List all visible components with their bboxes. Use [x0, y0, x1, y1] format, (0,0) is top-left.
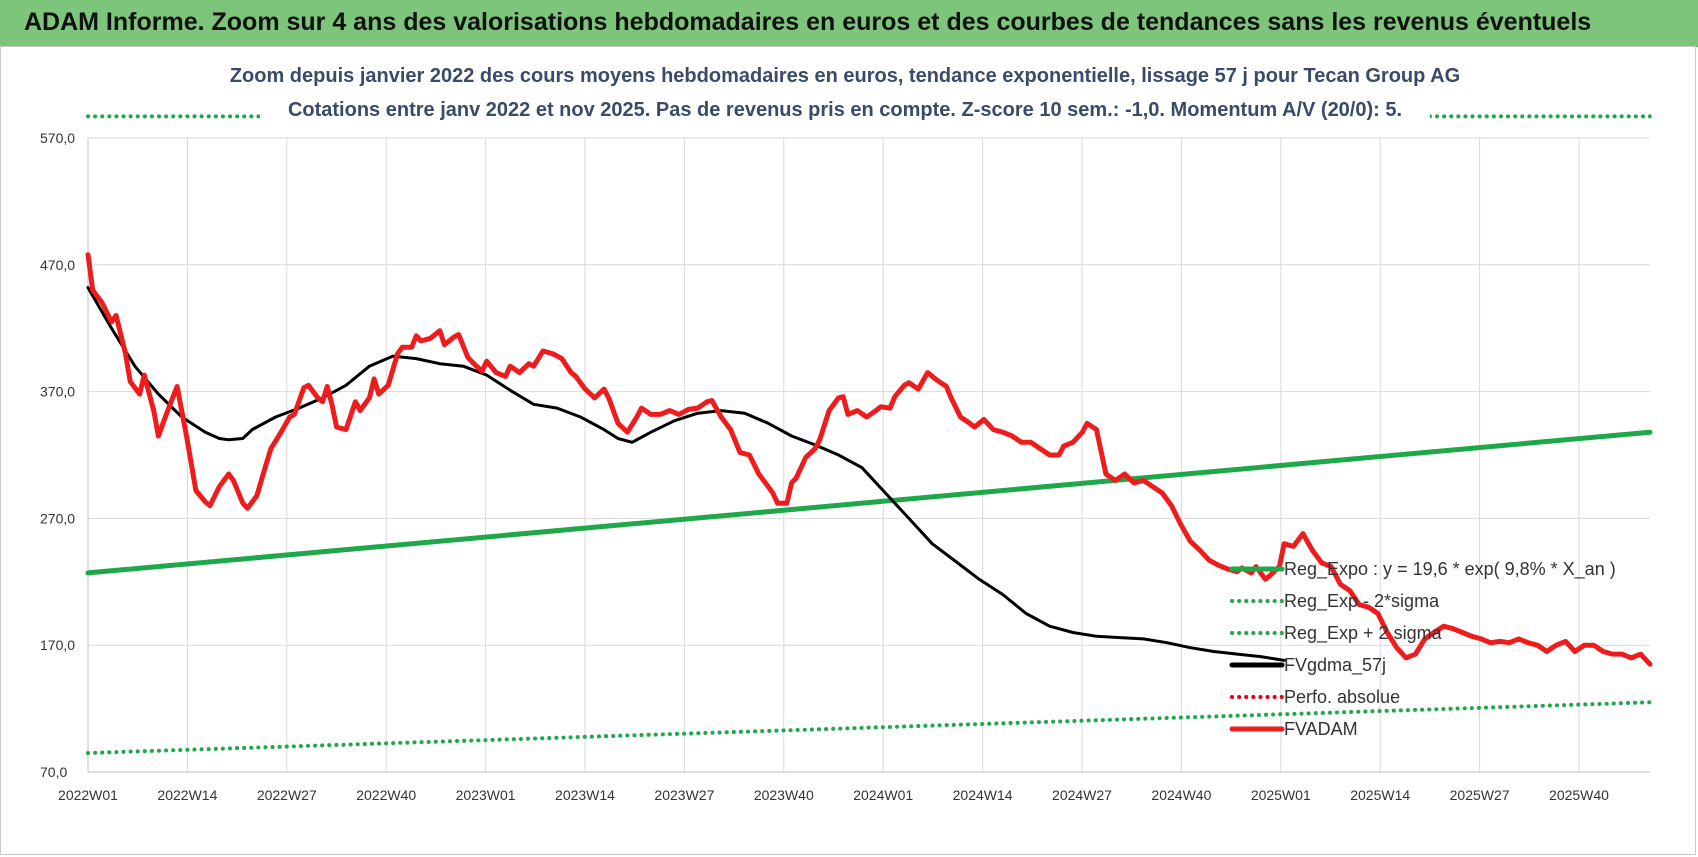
y-tick-label: 470,0 — [40, 257, 75, 273]
x-tick-label: 2022W01 — [58, 787, 118, 803]
series-line — [86, 286, 1286, 662]
x-tick-label: 2023W27 — [654, 787, 714, 803]
header-banner: ADAM Informe. Zoom sur 4 ans des valoris… — [0, 0, 1698, 47]
y-tick-label: 70,0 — [40, 764, 67, 780]
chart-frame — [0, 46, 1696, 855]
x-tick-label: 2022W40 — [356, 787, 416, 803]
page-title: ADAM Informe. Zoom sur 4 ans des valoris… — [24, 8, 1592, 36]
x-tick-label: 2024W40 — [1151, 787, 1211, 803]
subtitle-background — [260, 58, 1430, 134]
x-tick-label: 2025W14 — [1350, 787, 1410, 803]
y-tick-label: 370,0 — [40, 384, 75, 400]
grid — [87, 137, 1650, 773]
chart-title: Zoom depuis janvier 2022 des cours moyen… — [230, 65, 1460, 87]
x-tick-label: 2024W27 — [1052, 787, 1112, 803]
y-tick-label: 170,0 — [40, 637, 75, 653]
chart-svg: 70,0 170,0 270,0 370,0 470,0 570,0 2022W01 2022… — [40, 58, 1653, 803]
y-tick-label: 570,0 — [40, 130, 75, 146]
x-tick-label: 2023W01 — [456, 787, 516, 803]
series-line — [85, 429, 1653, 576]
x-tick-label: 2025W01 — [1251, 787, 1311, 803]
legend-label: Reg_Expo : y = 19,6 * exp( 9,8% * X_an ) — [1284, 559, 1616, 580]
x-tick-label: 2022W27 — [257, 787, 317, 803]
chart-subtitle: Cotations entre janv 2022 et nov 2025. P… — [288, 99, 1402, 121]
legend-label: Reg_Exp + 2 sigma — [1284, 623, 1443, 644]
x-tick-label: 2024W01 — [853, 787, 913, 803]
x-tick-label: 2023W40 — [754, 787, 814, 803]
axis-labels: 70,0 170,0 270,0 370,0 470,0 570,0 2022W01 2022… — [40, 130, 1609, 803]
legend-label: Reg_Exp - 2*sigma — [1284, 591, 1440, 612]
x-tick-label: 2023W14 — [555, 787, 615, 803]
x-tick-label: 2022W14 — [157, 787, 217, 803]
y-tick-label: 270,0 — [40, 510, 75, 526]
series-line — [86, 700, 1652, 755]
x-tick-label: 2025W27 — [1450, 787, 1510, 803]
series-layer — [85, 114, 1653, 755]
legend-label: FVgdma_57j — [1284, 655, 1386, 676]
x-tick-label: 2024W14 — [953, 787, 1013, 803]
legend-label: Perfo. absolue — [1284, 687, 1400, 707]
legend-label: FVADAM — [1284, 719, 1358, 739]
x-tick-label: 2025W40 — [1549, 787, 1609, 803]
legend: Reg_Expo : y = 19,6 * exp( 9,8% * X_an )… — [1229, 559, 1616, 739]
series-line — [85, 252, 1653, 667]
